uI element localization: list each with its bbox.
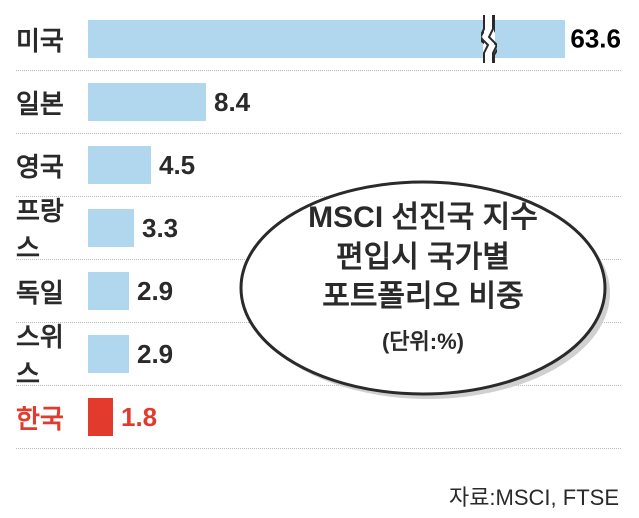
bar-value: 2.9	[137, 276, 173, 307]
bar-usa-broken	[88, 20, 565, 58]
bar-row: 일본 8.4	[16, 71, 621, 134]
bar	[88, 209, 134, 247]
country-label: 독일	[16, 273, 88, 310]
bar-area: 8.4	[88, 83, 621, 121]
country-label: 일본	[16, 84, 88, 121]
bar-seg-left	[88, 20, 483, 58]
bar-seg-right	[495, 20, 565, 58]
msci-country-weight-chart: 미국 63.6 일본 8.4	[0, 0, 639, 518]
country-label: 한국	[16, 399, 88, 436]
axis-break-icon	[481, 15, 497, 63]
bar-area: 63.6	[88, 20, 621, 58]
bar-row: 미국 63.6	[16, 8, 621, 71]
bar-area: 2.9	[88, 335, 621, 373]
bar-area: 4.5	[88, 146, 621, 184]
bar-value: 2.9	[137, 339, 173, 370]
bar	[88, 335, 129, 373]
country-label: 프랑스	[16, 191, 88, 265]
bar	[88, 146, 151, 184]
bar-value: 8.4	[214, 87, 250, 118]
bar-value: 4.5	[159, 150, 195, 181]
source-prefix: 자료:	[449, 485, 496, 510]
country-label: 미국	[16, 21, 88, 58]
country-label: 스위스	[16, 317, 88, 391]
bar	[88, 83, 206, 121]
bar-area: 1.8	[88, 398, 621, 436]
bar-row-highlight: 한국 1.8	[16, 386, 621, 449]
bar-row: 독일 2.9	[16, 260, 621, 323]
bar-value: 3.3	[142, 213, 178, 244]
bar-row: 프랑스 3.3	[16, 197, 621, 260]
source-line: 자료:MSCI, FTSE	[449, 480, 619, 512]
bar-row: 스위스 2.9	[16, 323, 621, 386]
bar	[88, 272, 129, 310]
country-label: 영국	[16, 147, 88, 184]
bar	[88, 398, 113, 436]
bar-row: 영국 4.5	[16, 134, 621, 197]
source-text: MSCI, FTSE	[496, 485, 619, 510]
bar-area: 3.3	[88, 209, 621, 247]
bar-value: 63.6	[570, 24, 621, 55]
bar-area: 2.9	[88, 272, 621, 310]
bar-value: 1.8	[121, 402, 157, 433]
